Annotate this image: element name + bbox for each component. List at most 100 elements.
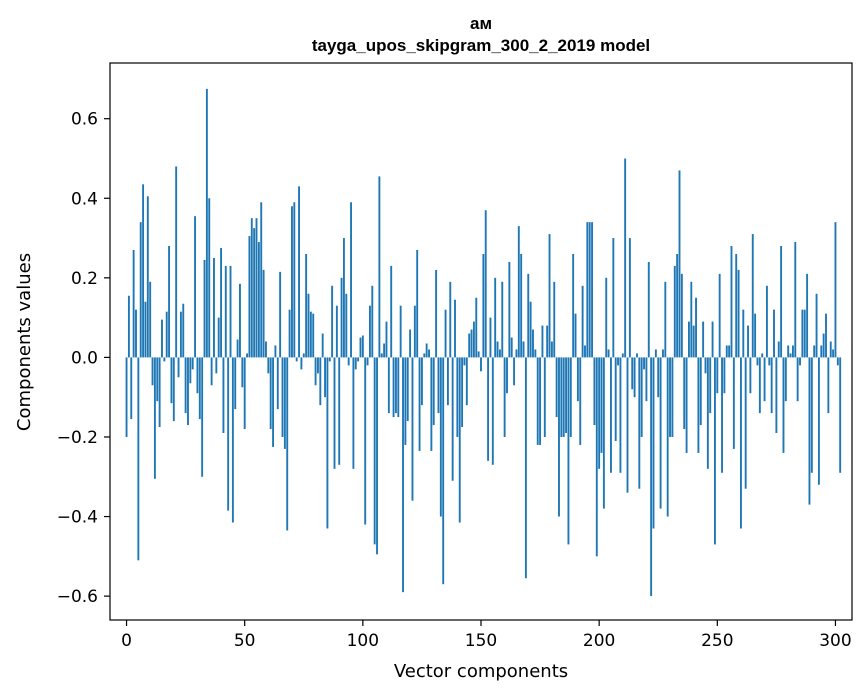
bar <box>231 357 234 523</box>
bar <box>250 218 253 358</box>
bar <box>628 238 631 358</box>
bar <box>602 357 605 509</box>
bar <box>234 357 237 410</box>
bar <box>645 357 648 402</box>
bar <box>385 321 388 358</box>
bar <box>324 357 326 398</box>
bar <box>357 357 360 362</box>
bar <box>614 357 617 441</box>
bar <box>420 357 423 406</box>
bar <box>345 293 348 358</box>
bar <box>153 357 156 479</box>
bar <box>314 357 317 386</box>
bar <box>598 357 601 469</box>
bar <box>579 357 582 445</box>
bar <box>588 222 591 358</box>
bar <box>631 357 634 390</box>
bar <box>338 357 341 465</box>
bar <box>205 88 208 358</box>
y-axis-ticks: −0.6 −0.4 −0.2 0.0 0.2 0.4 0.6 <box>57 110 110 607</box>
bar <box>146 196 149 358</box>
bar <box>371 285 374 358</box>
bar <box>179 311 182 358</box>
bar <box>697 357 700 453</box>
bar <box>706 357 709 469</box>
bar <box>829 341 832 358</box>
bar <box>300 357 303 370</box>
bar <box>560 357 563 437</box>
bar <box>754 313 757 358</box>
bar <box>508 261 511 358</box>
x-tick-label: 100 <box>347 631 379 651</box>
bar <box>576 357 579 402</box>
bar <box>584 345 586 358</box>
bar <box>182 303 185 358</box>
x-axis-label: Vector components <box>394 661 568 682</box>
bar <box>569 357 572 437</box>
bar <box>331 285 334 358</box>
bar <box>432 357 435 426</box>
bar <box>702 321 705 358</box>
bar <box>241 357 244 388</box>
bar <box>751 234 754 358</box>
bar <box>834 222 837 358</box>
bar <box>409 329 412 358</box>
bar <box>487 357 490 461</box>
bar <box>269 357 272 430</box>
bar <box>227 357 230 511</box>
bar <box>449 281 452 358</box>
bar <box>763 357 766 402</box>
bar <box>839 357 842 473</box>
bar <box>695 297 697 358</box>
bar <box>546 325 549 358</box>
bar <box>768 357 771 366</box>
bar <box>716 357 719 394</box>
bar <box>647 261 650 358</box>
bar <box>142 184 145 358</box>
bar <box>652 357 655 529</box>
bar <box>461 357 464 428</box>
bar <box>465 357 468 406</box>
bar <box>801 309 804 358</box>
bar <box>683 357 686 430</box>
bar <box>624 158 627 358</box>
bar <box>312 313 315 358</box>
bar <box>676 253 679 358</box>
bar <box>742 309 745 358</box>
bar <box>749 357 752 394</box>
bar <box>387 357 390 414</box>
bar <box>678 170 681 358</box>
bar <box>444 309 447 358</box>
bar <box>394 357 397 414</box>
bar <box>791 345 794 358</box>
bar <box>406 357 409 422</box>
bar <box>595 357 598 557</box>
bar <box>430 357 433 451</box>
bar <box>643 357 645 370</box>
bar <box>617 357 619 366</box>
bar <box>503 357 506 437</box>
bar <box>572 253 575 358</box>
bar <box>806 273 809 358</box>
bar <box>411 357 414 501</box>
bar <box>532 329 534 358</box>
bar <box>172 357 175 422</box>
bar <box>553 281 556 358</box>
bar <box>494 277 497 358</box>
bar <box>688 321 690 358</box>
bar <box>380 353 383 358</box>
bar <box>364 357 367 525</box>
bar <box>288 309 291 358</box>
bar <box>215 357 218 374</box>
bar <box>283 357 286 449</box>
bar <box>747 325 749 358</box>
bar <box>626 357 629 493</box>
bar <box>669 357 671 437</box>
x-tick-label: 300 <box>819 631 851 651</box>
bar <box>794 242 797 358</box>
bar <box>333 357 336 469</box>
bar <box>184 357 187 414</box>
bar <box>581 285 584 358</box>
bar <box>822 333 825 358</box>
